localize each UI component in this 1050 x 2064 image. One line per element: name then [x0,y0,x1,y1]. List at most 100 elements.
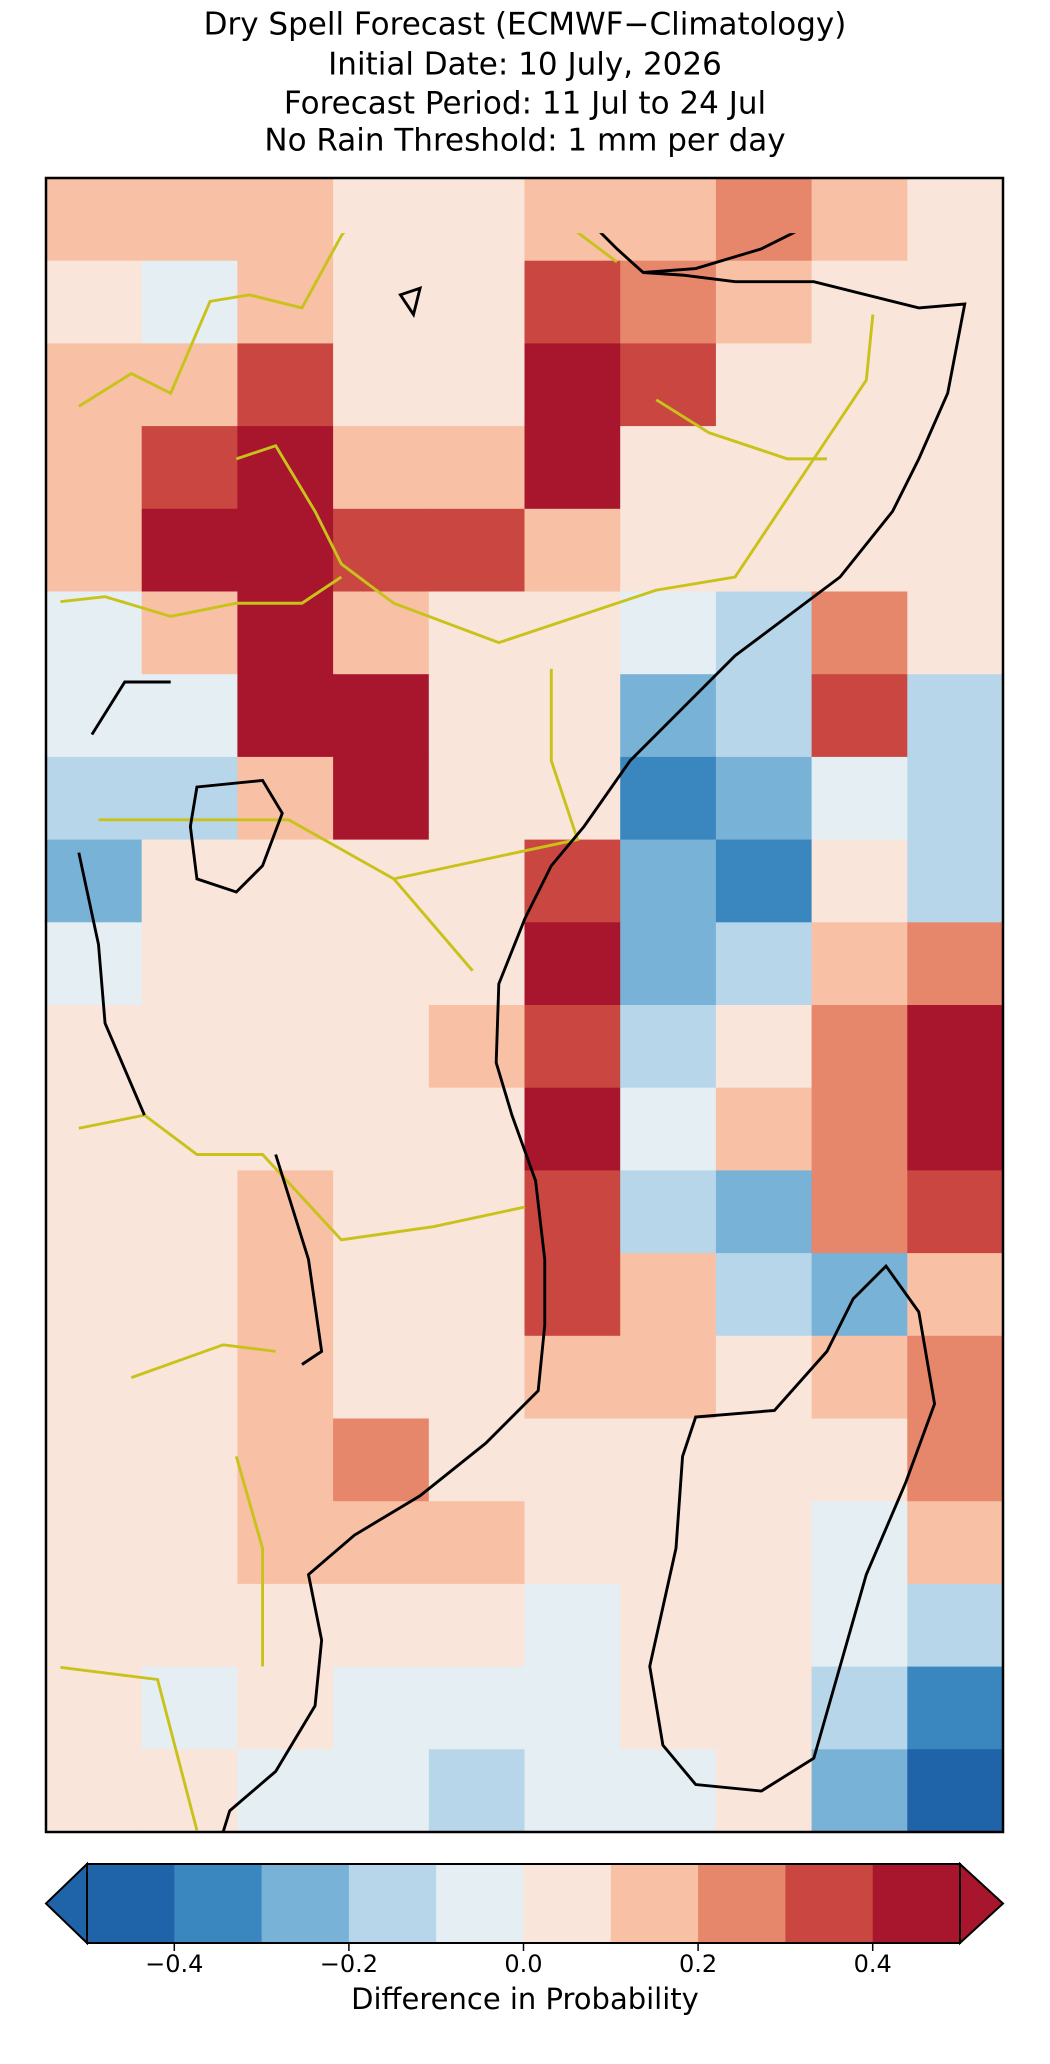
heat-cell [715,1253,813,1337]
heat-cell [46,1087,143,1171]
heat-cell [333,1335,430,1420]
heat-cell [524,1418,621,1502]
heat-cell [46,591,143,675]
heat-cell [237,178,334,262]
heat-cell [333,1253,430,1337]
heat-cell [428,1501,526,1585]
heat-cell [333,1087,430,1171]
colorbar-bin [785,1864,874,1943]
heat-cell [428,1253,526,1337]
colorbar-tick-label: −0.4 [145,1950,203,1978]
heat-cell [811,756,908,841]
heat-cell [237,1418,334,1502]
heat-cell [428,260,526,344]
heat-cell [811,343,908,427]
heat-cell [715,1418,813,1502]
heat-cell [715,674,813,758]
colorbar: −0.4 −0.2 0.0 0.2 0.4 [44,1861,1005,1978]
heat-cell [333,922,430,1006]
heat-cell [141,1087,238,1171]
heat-cell [524,1666,621,1750]
colorbar-bin [610,1864,699,1943]
heat-cell [237,674,334,758]
heat-cell [428,178,526,262]
heat-cell [428,1749,526,1832]
colorbar-bin [87,1864,175,1943]
heat-cell [237,591,334,675]
lakes-outline [77,286,423,1366]
colorbar-bin [261,1864,350,1943]
heat-cell [620,839,717,923]
heat-cell [237,1666,334,1750]
title-line: Forecast Period: 11 Jul to 24 Jul [284,86,766,122]
heat-cell [428,1583,526,1668]
heat-cell [141,1501,238,1585]
map-frame [44,176,1005,1834]
heat-cell [428,1335,526,1420]
heat-cell [907,839,1003,923]
heat-cell [811,591,908,675]
heat-cell [141,260,238,344]
heat-cell [428,343,526,427]
heat-cell [620,1501,717,1585]
heat-cell [428,1005,526,1089]
heat-cell [715,508,813,593]
heatmap [46,178,1003,1832]
heat-cell [141,922,238,1006]
heat-cell [524,1087,621,1171]
heat-cell [141,1583,238,1668]
heat-cell [333,1749,430,1832]
heat-cell [46,1666,143,1750]
colorbar-tick-label: −0.2 [320,1950,378,1978]
heat-cell [620,1749,717,1832]
heat-cell [46,260,143,344]
heat-cell [333,508,430,593]
heat-cell [46,756,143,841]
heat-cell [524,260,621,344]
heat-cell [333,591,430,675]
heat-cell [46,922,143,1006]
heat-cell [715,756,813,841]
colorbar-bin [436,1864,524,1943]
heat-cell [524,1253,621,1337]
colorbar-tick-label: 0.2 [679,1950,717,1978]
heat-cell [907,1418,1003,1502]
heat-cell [46,508,143,593]
heat-cell [333,1418,430,1502]
heat-cell [907,1253,1003,1337]
heat-cell [237,922,334,1006]
heat-cell [907,756,1003,841]
heat-cell [715,1666,813,1750]
colorbar-label: Difference in Probability [351,1982,699,2016]
heat-cell [620,426,717,510]
colorbar-bin [348,1864,437,1943]
heat-cell [333,426,430,510]
heat-cell [907,1501,1003,1585]
heat-cell [524,1005,621,1089]
heat-cell [620,922,717,1006]
heat-cell [237,1087,334,1171]
colorbar-bin [698,1864,786,1943]
heat-cell [524,1749,621,1832]
heat-cell [428,1170,526,1254]
heat-cell [46,1749,143,1832]
heat-cell [811,1335,908,1420]
title-line: Initial Date: 10 July, 2026 [328,47,722,83]
colorbar-tick-label: 0.4 [854,1950,892,1978]
heat-cell [620,1666,717,1750]
heat-cell [907,508,1003,593]
heat-cell [141,343,238,427]
heat-cell [524,1501,621,1585]
heat-cell [715,343,813,427]
heat-cell [524,426,621,510]
heat-cell [811,1170,908,1254]
heat-cell [620,1335,717,1420]
heat-cell [715,1005,813,1089]
heat-cell [46,839,143,923]
heat-cell [46,674,143,758]
heat-cell [524,178,621,262]
title-line: No Rain Threshold: 1 mm per day [264,123,785,159]
map-outlines [60,233,967,1833]
heat-cell [141,1335,238,1420]
heat-cell [46,343,143,427]
